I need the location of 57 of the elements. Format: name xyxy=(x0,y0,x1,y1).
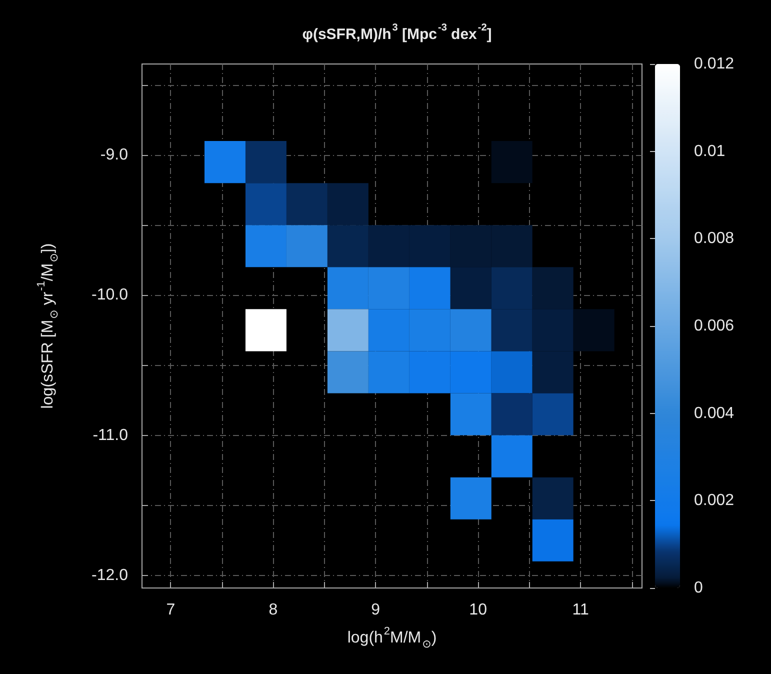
point xyxy=(327,225,368,268)
point xyxy=(368,267,410,310)
point xyxy=(491,267,532,310)
point xyxy=(532,351,574,394)
x-tick-label: 8 xyxy=(268,602,278,618)
point xyxy=(491,309,532,352)
point xyxy=(450,267,492,310)
point xyxy=(409,267,450,310)
color-bar-label: 0 xyxy=(694,580,703,596)
point xyxy=(245,225,286,268)
point xyxy=(532,477,574,520)
color-bar-label: 0.002 xyxy=(694,492,734,510)
point xyxy=(286,183,328,226)
point xyxy=(450,477,492,520)
point xyxy=(573,309,614,352)
point xyxy=(532,393,574,436)
point xyxy=(450,309,492,352)
point xyxy=(450,393,492,436)
point xyxy=(491,435,532,478)
point xyxy=(245,183,286,226)
x-tick-label: 9 xyxy=(371,602,380,618)
point xyxy=(491,351,532,394)
y-axis-title: log(sSFR [M⊙ yr-1/M⊙]) xyxy=(36,243,60,409)
point xyxy=(532,267,574,310)
point xyxy=(409,351,450,394)
color-bar-label: 0.006 xyxy=(694,318,734,334)
point xyxy=(368,225,410,268)
point xyxy=(532,519,574,562)
color-bar-label: 0.01 xyxy=(694,142,726,160)
y-tick-label: -10.0 xyxy=(92,286,128,304)
x-tick-label: 10 xyxy=(469,602,488,618)
point xyxy=(368,351,410,394)
point xyxy=(286,225,328,268)
point xyxy=(327,267,368,310)
point xyxy=(327,183,368,226)
point xyxy=(532,309,574,352)
y-tick-label: -11.0 xyxy=(92,426,128,444)
point xyxy=(368,309,410,352)
point xyxy=(245,141,286,184)
point xyxy=(204,141,246,184)
x-tick-label: 11 xyxy=(572,602,589,618)
point xyxy=(450,225,492,268)
y-tick-label: -9.0 xyxy=(100,146,128,164)
point xyxy=(409,225,450,268)
point xyxy=(491,141,532,184)
color-bar-label: 0.012 xyxy=(694,56,734,72)
color-bar-label: 0.004 xyxy=(694,404,734,422)
point xyxy=(245,309,286,352)
point xyxy=(327,351,368,394)
x-tick-label: 7 xyxy=(166,602,176,618)
color-bar-label: 0.008 xyxy=(694,230,734,248)
point xyxy=(327,309,368,352)
point xyxy=(450,351,492,394)
y-tick-label: -12.0 xyxy=(92,566,128,584)
point xyxy=(491,225,532,268)
point xyxy=(409,309,450,352)
point xyxy=(491,393,532,436)
